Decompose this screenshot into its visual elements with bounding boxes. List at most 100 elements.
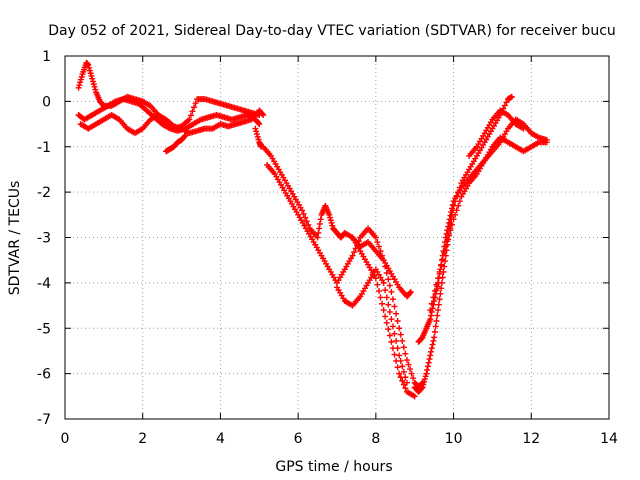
data-point	[389, 296, 396, 303]
data-point	[186, 116, 193, 123]
data-point	[438, 257, 445, 264]
data-point	[403, 379, 410, 386]
data-point	[452, 211, 459, 218]
data-point	[385, 301, 392, 308]
data-point	[388, 288, 395, 295]
data-point	[408, 370, 415, 377]
data-point	[399, 337, 406, 344]
data-point	[305, 221, 312, 228]
data-point	[520, 125, 527, 132]
data-point	[442, 243, 449, 250]
data-point	[396, 325, 403, 332]
data-point	[388, 316, 395, 323]
data-point	[435, 275, 442, 282]
data-point	[386, 308, 393, 315]
x-tick-label: 8	[371, 431, 380, 447]
data-point	[383, 319, 390, 326]
data-point	[255, 136, 262, 143]
data-point	[300, 210, 307, 217]
data-point	[303, 218, 310, 225]
data-point	[192, 100, 199, 107]
data-point	[394, 345, 401, 352]
data-point	[89, 75, 96, 82]
data-point	[256, 121, 263, 128]
data-point	[427, 307, 434, 314]
data-point	[449, 205, 456, 212]
data-point	[421, 378, 428, 385]
data-point	[456, 198, 463, 205]
data-point	[77, 76, 84, 83]
data-point	[326, 211, 333, 218]
data-point	[438, 262, 445, 269]
series-track-5	[252, 125, 265, 150]
data-point	[422, 373, 429, 380]
x-tick-label: 14	[600, 431, 618, 447]
data-point	[449, 221, 456, 228]
data-point	[428, 300, 435, 307]
data-point	[430, 337, 437, 344]
data-point	[410, 375, 417, 382]
data-point	[76, 82, 83, 89]
data-point	[315, 229, 322, 236]
data-point	[259, 111, 266, 118]
data-point	[90, 81, 97, 88]
data-point	[91, 83, 98, 90]
data-point	[428, 348, 435, 355]
data-point	[427, 352, 434, 359]
data-point	[375, 288, 382, 295]
data-point	[432, 290, 439, 297]
data-point	[437, 266, 444, 273]
data-point	[182, 132, 189, 139]
series-track-7	[264, 161, 426, 391]
data-point	[377, 294, 384, 301]
data-point	[254, 133, 261, 140]
data-point	[399, 363, 406, 370]
series-track-13	[466, 107, 527, 159]
data-point	[407, 288, 414, 295]
data-point	[349, 252, 356, 259]
data-point	[436, 268, 443, 275]
data-point	[385, 326, 392, 333]
data-point	[402, 350, 409, 357]
x-tick-label: 0	[61, 431, 70, 447]
data-point	[316, 225, 323, 232]
data-point	[86, 67, 93, 74]
data-point	[391, 330, 398, 337]
series-track-6	[260, 143, 418, 400]
data-point	[448, 209, 455, 216]
data-point	[253, 131, 260, 138]
data-point	[317, 216, 324, 223]
data-point	[393, 337, 400, 344]
data-point	[445, 232, 452, 239]
data-point	[299, 207, 306, 214]
data-point	[543, 139, 550, 146]
series-track-3	[77, 107, 267, 137]
data-point	[252, 125, 259, 132]
series-track-4	[163, 132, 189, 155]
data-point	[450, 216, 457, 223]
data-point	[260, 111, 267, 118]
series-track-10	[411, 93, 515, 395]
data-point	[421, 376, 428, 383]
data-point	[447, 227, 454, 234]
y-tick-label: 1	[42, 49, 51, 65]
data-point	[386, 332, 393, 339]
y-tick-label: 0	[42, 94, 51, 110]
data-point	[396, 370, 403, 377]
data-point	[402, 374, 409, 381]
data-point	[431, 328, 438, 335]
data-point	[441, 249, 448, 256]
data-point	[431, 334, 438, 341]
data-point	[407, 366, 414, 373]
data-point	[444, 238, 451, 245]
data-point	[391, 351, 398, 358]
data-point	[501, 102, 508, 109]
data-point	[435, 301, 442, 308]
data-point	[375, 243, 382, 250]
data-point	[89, 78, 96, 85]
series-track-9	[349, 234, 414, 300]
data-point	[255, 120, 262, 127]
data-point	[399, 377, 406, 384]
y-tick-label: -7	[37, 412, 51, 428]
